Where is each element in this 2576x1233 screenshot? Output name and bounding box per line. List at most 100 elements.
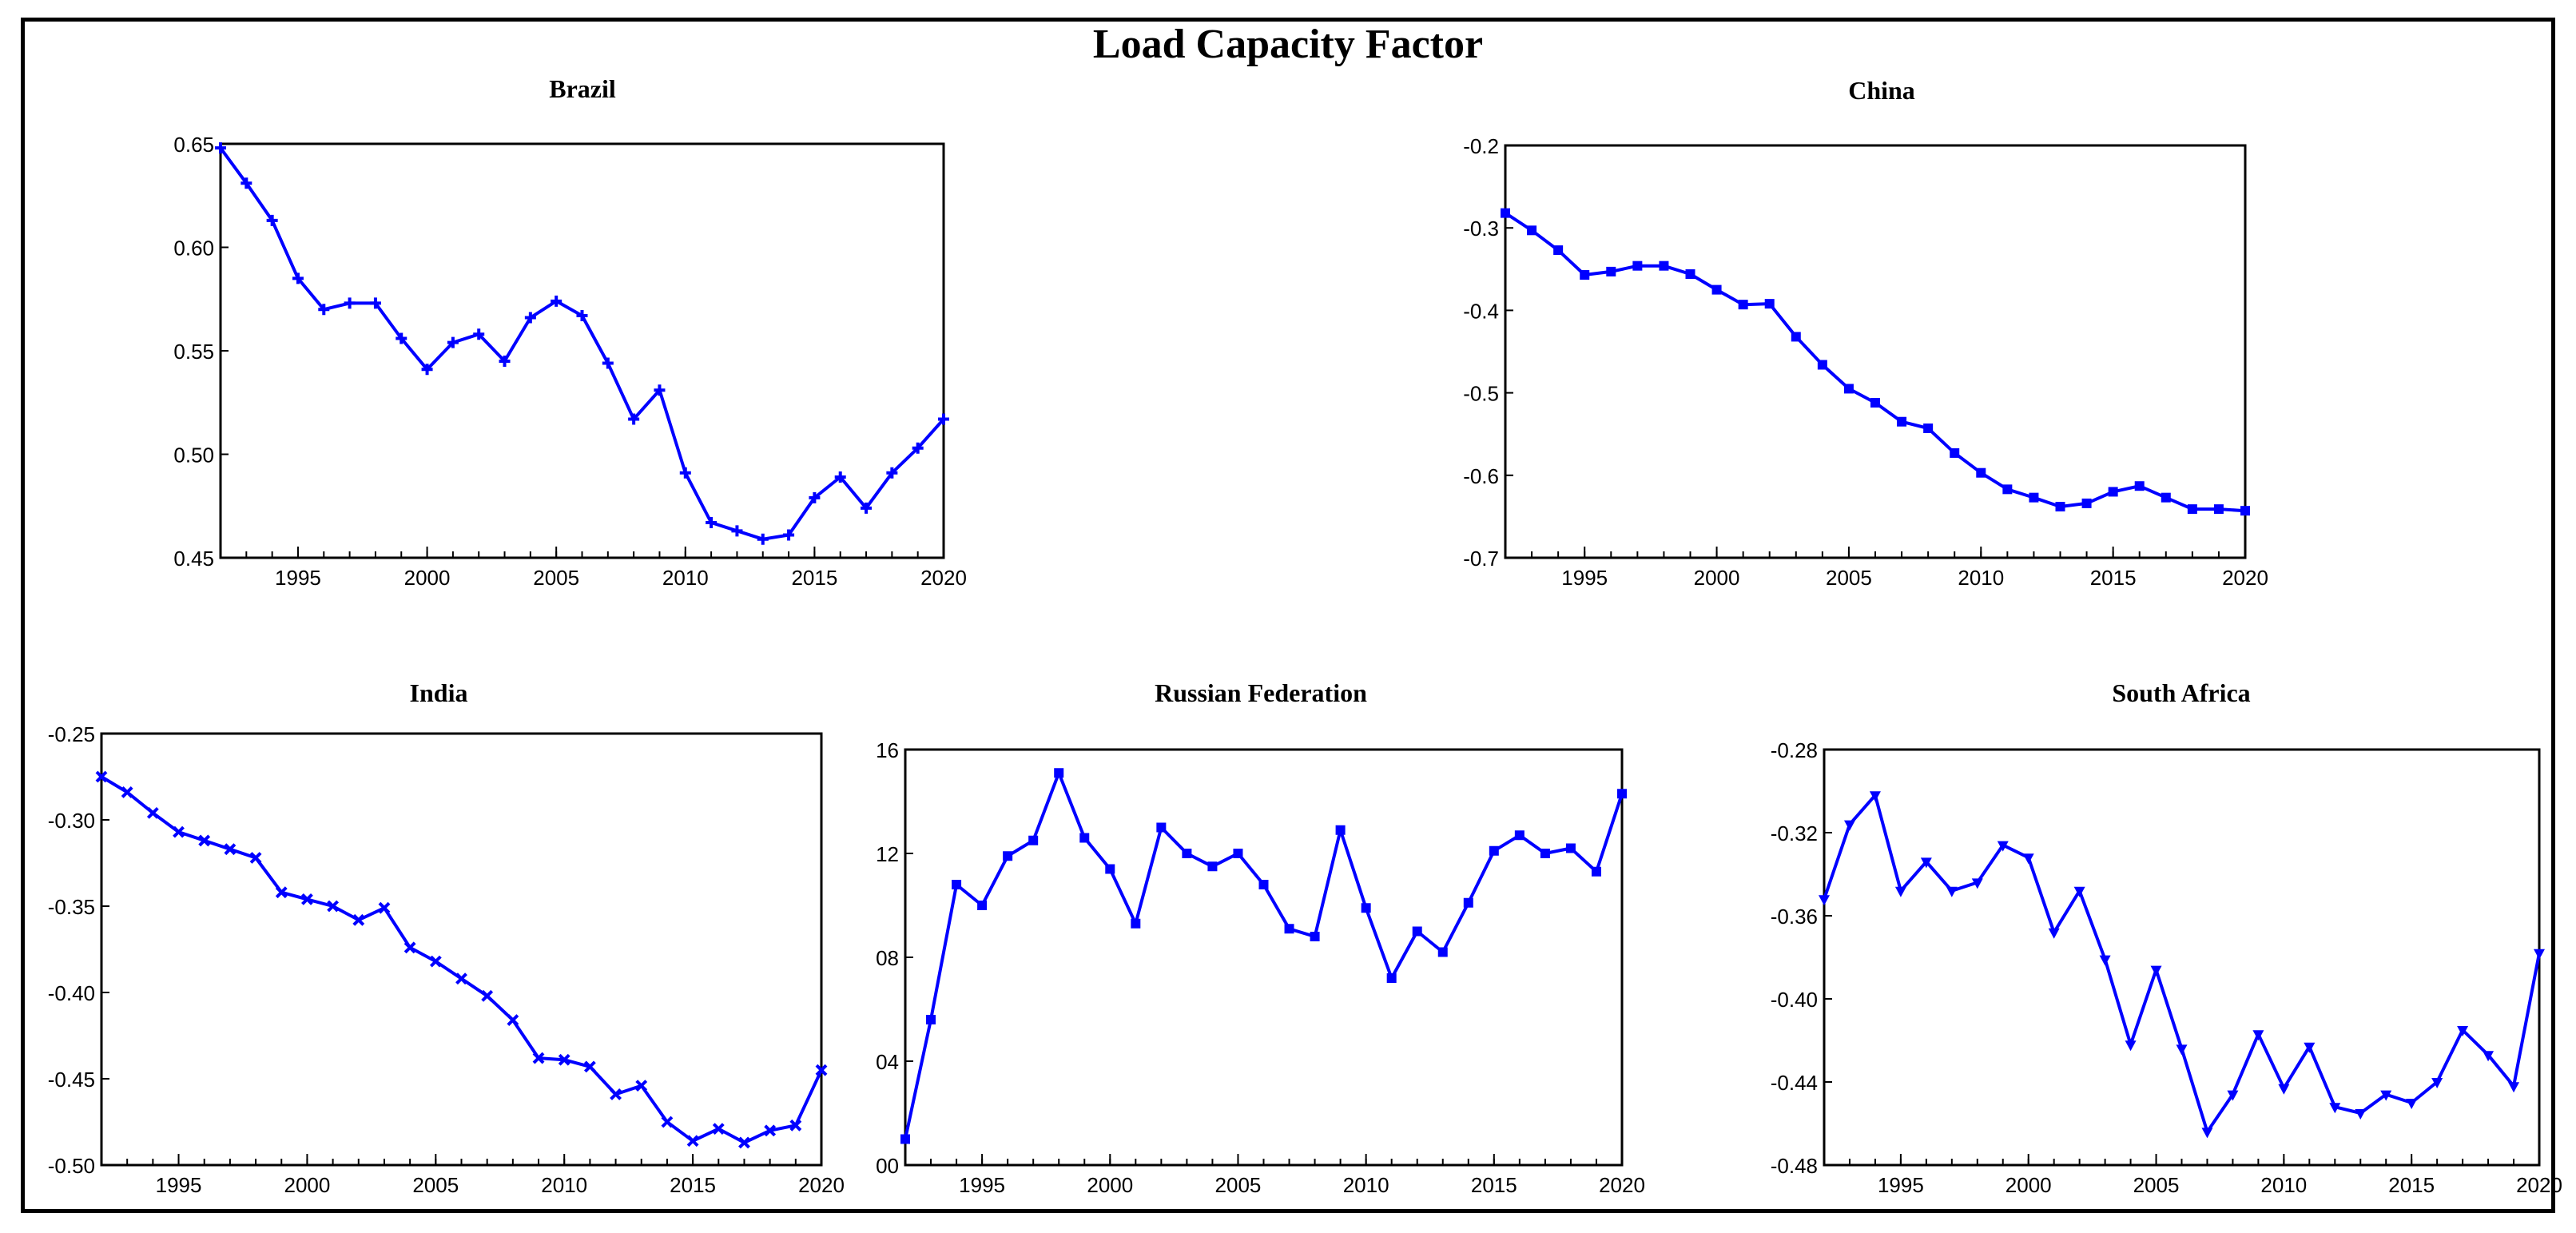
data-point — [764, 1124, 777, 1137]
data-point — [1514, 830, 1525, 841]
x-tick-label: 2010 — [541, 1173, 587, 1197]
x-tick-label: 2000 — [1087, 1173, 1133, 1197]
data-point — [1791, 332, 1801, 342]
data-point — [610, 1088, 622, 1100]
x-tick-label: 1995 — [156, 1173, 202, 1197]
data-point — [1950, 447, 1960, 458]
data-point — [1437, 947, 1448, 957]
y-tick-label: 08 — [876, 946, 899, 970]
figure-title: Load Capacity Factor — [1092, 22, 1484, 67]
data-point — [396, 332, 407, 344]
data-point — [1412, 926, 1422, 937]
y-tick-label: -0.6 — [1463, 464, 1499, 488]
y-tick-label: 16 — [876, 738, 899, 762]
data-point — [661, 1116, 674, 1128]
x-tick-label: 2005 — [412, 1173, 459, 1197]
data-point — [1527, 225, 1537, 236]
y-tick-label: -0.25 — [48, 722, 95, 746]
chart-brazil: Brazil 0.65 0.60 0.55 0.50 0.45 1995 2000 2005 20… — [173, 74, 967, 590]
data-point — [628, 413, 640, 425]
data-point — [2252, 1030, 2264, 1041]
data-point — [2002, 484, 2013, 495]
data-point — [2240, 506, 2250, 516]
data-point — [121, 786, 133, 798]
data-point — [912, 442, 924, 454]
data-point — [369, 297, 381, 309]
data-point — [1870, 397, 1880, 408]
data-point — [2073, 886, 2085, 897]
data-point — [173, 825, 185, 838]
plot-frame — [904, 748, 1624, 1167]
data-point — [1897, 416, 1907, 427]
data-point — [2055, 502, 2065, 512]
data-point — [1632, 261, 1643, 271]
x-tick-label: 2015 — [670, 1173, 716, 1197]
data-point — [1920, 857, 1932, 869]
data-point — [2201, 1128, 2213, 1139]
data-point — [2125, 1040, 2137, 1052]
data-point — [403, 941, 416, 954]
data-point — [679, 467, 691, 479]
x-tick-label: 2010 — [1958, 566, 2004, 590]
data-point — [731, 525, 743, 537]
plot-frame — [219, 142, 945, 559]
data-point — [815, 1064, 828, 1076]
y-tick-label: -0.28 — [1771, 738, 1818, 762]
y-tick-label: 00 — [876, 1154, 899, 1178]
series-line — [1504, 211, 2246, 513]
data-point — [576, 309, 588, 321]
data-point — [2187, 504, 2197, 515]
x-tick-label: 2000 — [284, 1173, 331, 1197]
data-point — [1764, 299, 1775, 309]
data-point — [473, 328, 485, 340]
x-tick-label: 1995 — [275, 566, 321, 590]
data-point — [215, 142, 226, 154]
y-tick-label: -0.44 — [1771, 1071, 1818, 1095]
data-point — [2534, 949, 2545, 960]
data-point — [738, 1136, 750, 1149]
data-point — [499, 355, 511, 367]
data-point — [635, 1080, 648, 1092]
y-tick-label: -0.5 — [1463, 382, 1499, 406]
x-tick-label: 1995 — [1561, 566, 1608, 590]
x-tick-label: 2000 — [404, 566, 451, 590]
y-tick-label: 0.45 — [173, 547, 214, 571]
x-tick-label: 2010 — [662, 566, 709, 590]
data-point — [654, 384, 666, 396]
data-point — [926, 1015, 936, 1024]
y-tick-label: 0.50 — [173, 443, 214, 467]
data-point — [2029, 492, 2039, 503]
data-point — [1580, 270, 1590, 280]
chart-india: India -0.25 -0.30 -0.35 -0.40 -0.45 -0.50 1995 2… — [48, 678, 845, 1197]
data-point — [1565, 843, 1576, 853]
data-point — [429, 955, 442, 968]
y-tick-label: -0.30 — [48, 809, 95, 833]
data-point — [1617, 789, 1627, 799]
data-point — [1361, 903, 1371, 913]
data-point — [757, 533, 769, 545]
data-point — [2108, 487, 2118, 497]
x-tick-label: 2020 — [920, 566, 967, 590]
series-line — [100, 775, 823, 1144]
data-point — [2081, 498, 2092, 508]
y-tick-label: -0.50 — [48, 1154, 95, 1178]
series-line — [1823, 793, 2541, 1134]
data-point — [2213, 504, 2224, 515]
data-point — [2227, 1090, 2239, 1101]
data-point — [1923, 423, 1934, 433]
data-point — [1738, 300, 1748, 310]
y-tick-label: -0.35 — [48, 895, 95, 919]
data-point — [1501, 208, 1510, 218]
data-point — [1156, 822, 1167, 833]
data-point — [789, 1119, 802, 1132]
y-tick-label: -0.45 — [48, 1068, 95, 1092]
chart-china: China -0.2 -0.3 -0.4 -0.5 -0.6 -0.7 1995 2000 200… — [1463, 76, 2268, 590]
data-point — [2022, 853, 2034, 865]
x-tick-label: 2020 — [1599, 1173, 1645, 1197]
data-point — [249, 852, 262, 864]
x-tick-label: 2010 — [1343, 1173, 1389, 1197]
y-tick-label: 12 — [876, 842, 899, 866]
data-point — [886, 467, 898, 479]
data-point — [344, 297, 356, 309]
